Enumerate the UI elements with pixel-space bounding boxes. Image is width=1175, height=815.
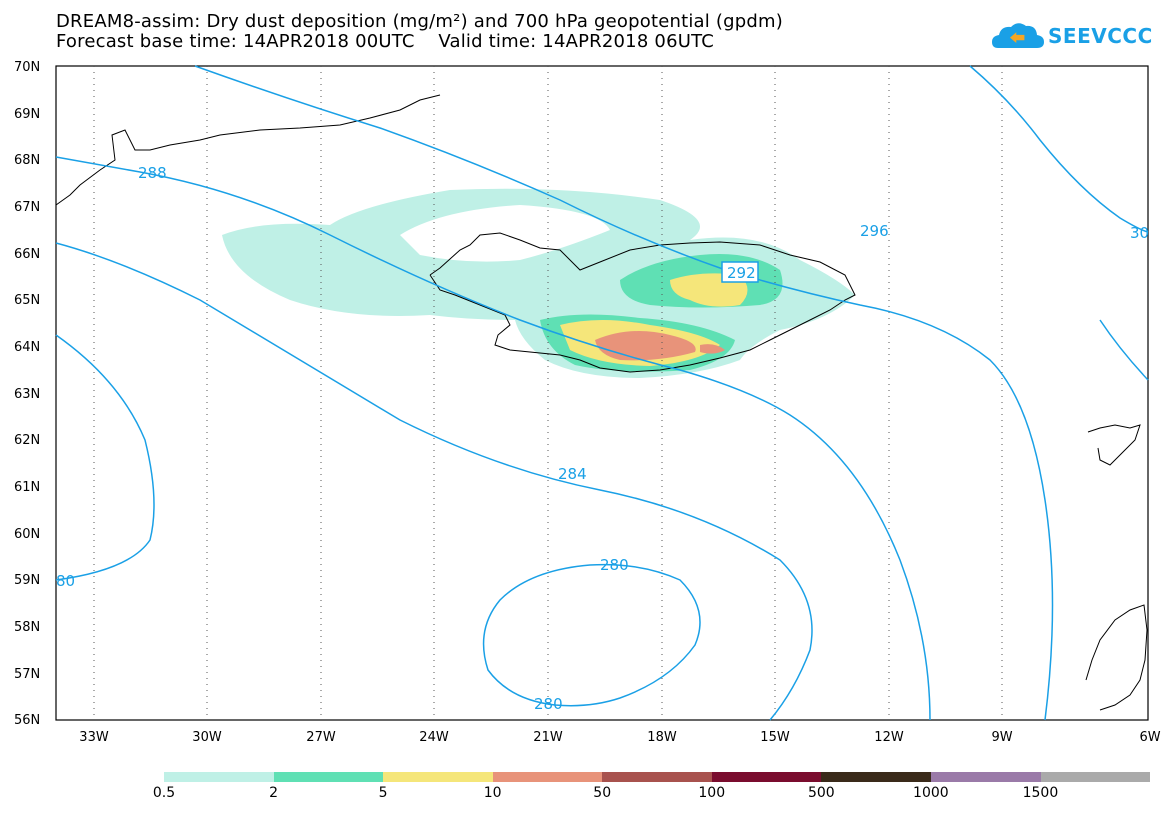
legend-swatch: [492, 772, 603, 782]
legend-label: 1000: [913, 785, 949, 801]
legend-swatch: [164, 772, 274, 782]
legend-swatch: [383, 772, 493, 782]
logo-text: SEEVCCC: [1048, 24, 1153, 48]
map-frame: [55, 65, 1149, 721]
contour-label: 280: [534, 695, 563, 713]
lat-label: 68N: [14, 153, 40, 168]
contour-label-box: [721, 261, 759, 283]
lat-label: 69N: [14, 107, 40, 122]
graticule: [93, 66, 1003, 720]
contour-label: 292: [727, 264, 756, 282]
longitude-labels: 33W 30W 27W 24W 21W 18W 15W 12W 9W 6W: [79, 730, 1160, 745]
lat-label: 60N: [14, 527, 40, 542]
lon-label: 24W: [419, 730, 449, 745]
legend-label: 2: [269, 785, 279, 801]
latitude-labels: 70N 69N 68N 67N 66N 65N 64N 63N 62N 61N …: [14, 60, 40, 728]
lat-label: 63N: [14, 387, 40, 402]
map-title: DREAM8-assim: Dry dust deposition (mg/m²…: [56, 11, 783, 32]
legend-swatch: [1040, 772, 1151, 782]
lat-label: 61N: [14, 480, 40, 495]
legend-swatch: [821, 772, 931, 782]
lat-label: 56N: [14, 713, 40, 728]
legend-label: 500: [807, 785, 835, 801]
lon-label: 27W: [306, 730, 336, 745]
contour-label: 280: [600, 556, 629, 574]
lon-label: 30W: [192, 730, 222, 745]
contour-label: 30: [1130, 224, 1149, 242]
contour-label: 80: [56, 572, 75, 590]
map-subtitle: Forecast base time: 14APR2018 00UTC Vali…: [56, 31, 715, 52]
legend-label: 0.5: [152, 785, 176, 801]
legend-swatch: [930, 772, 1041, 782]
legend-label: 50: [593, 785, 612, 801]
coastline: [55, 94, 1148, 711]
lon-label: 21W: [533, 730, 563, 745]
geopotential-contours: [55, 65, 1149, 721]
lat-label: 57N: [14, 667, 40, 682]
lon-label: 12W: [874, 730, 904, 745]
legend-label: 5: [378, 785, 388, 801]
legend-label: 10: [483, 785, 502, 801]
legend-swatch: [602, 772, 712, 782]
lat-label: 59N: [14, 573, 40, 588]
contour-label: 284: [558, 465, 587, 483]
lat-label: 65N: [14, 293, 40, 308]
color-legend: [164, 772, 1151, 782]
lat-label: 66N: [14, 247, 40, 262]
legend-swatch: [711, 772, 822, 782]
legend-label: 100: [698, 785, 726, 801]
lon-label: 15W: [760, 730, 790, 745]
contour-labels: 288 296 30 292 284 280 280 80: [56, 164, 1149, 713]
lat-label: 67N: [14, 200, 40, 215]
dust-deposition-area: [222, 188, 855, 378]
lon-label: 9W: [991, 730, 1012, 745]
lon-label: 6W: [1139, 730, 1160, 745]
cloud-logo-icon: [992, 23, 1044, 48]
lat-label: 62N: [14, 433, 40, 448]
legend-label: 1500: [1022, 785, 1059, 801]
lat-label: 58N: [14, 620, 40, 635]
legend-swatch: [273, 772, 384, 782]
lat-label: 64N: [14, 340, 40, 355]
contour-label: 288: [138, 164, 167, 182]
lon-label: 33W: [79, 730, 109, 745]
lat-label: 70N: [14, 60, 40, 75]
contour-label: 296: [860, 222, 889, 240]
lon-label: 18W: [647, 730, 677, 745]
